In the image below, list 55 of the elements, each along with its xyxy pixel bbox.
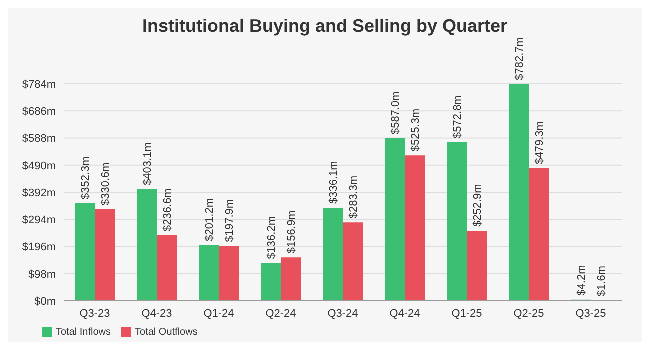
bar [75,203,96,301]
bar [137,189,158,301]
data-label: $201.2m [204,198,216,242]
data-label: $352.3m [80,156,92,200]
y-tick-label: $588m [22,133,56,146]
x-tick-label: Q4-24 [390,308,420,320]
bar [529,168,550,301]
x-tick-label: Q3-23 [80,308,110,320]
x-tick-label: Q3-24 [328,308,358,320]
data-label: $782.7m [514,38,526,80]
bar [261,263,282,301]
y-tick-label: $294m [22,214,56,227]
bar [199,245,220,301]
y-tick-label: $686m [22,106,56,118]
legend-label: Total Inflows [56,327,112,338]
x-tick-label: Q1-25 [452,308,482,320]
bar [447,142,468,301]
x-tick-label: Q2-25 [514,308,544,320]
data-label: $156.9m [286,210,298,254]
y-tick-label: $0m [34,296,56,308]
data-label: $197.9m [224,199,236,242]
x-tick-label: Q1-24 [204,308,234,320]
bar [281,258,302,301]
x-tick-label: Q3-25 [576,308,606,320]
bar [467,231,488,301]
bar [405,156,426,301]
data-label: $283.3m [348,176,360,219]
bar [219,246,240,301]
y-tick-label: $196m [22,242,56,254]
chart-title: Institutional Buying and Selling by Quarter [141,15,509,38]
y-tick-label: $392m [22,187,56,200]
bar [343,222,364,301]
data-label: $336.1m [328,161,340,204]
data-label: $525.3m [410,108,422,152]
bar [509,84,530,301]
data-label: $236.6m [162,188,174,232]
data-label: $479.3m [534,122,546,164]
y-tick-label: $98m [28,268,56,281]
bar [95,209,116,301]
bar [157,236,178,301]
data-label: $252.9m [472,184,484,227]
y-tick-label: $784m [22,78,56,91]
data-label: $587.0m [390,92,402,135]
bar [385,138,406,301]
x-tick-label: Q2-24 [266,308,296,320]
data-label: $4.2m [576,265,588,296]
data-label: $403.1m [142,142,154,186]
x-tick-label: Q4-23 [142,308,172,320]
data-label: $572.8m [452,96,464,138]
data-label: $136.2m [266,216,278,260]
bar [323,208,344,301]
y-tick-label: $490m [22,160,56,172]
data-label: $1.6m [596,266,608,297]
legend-label: Total Outflows [135,327,198,338]
data-label: $330.6m [100,162,112,206]
